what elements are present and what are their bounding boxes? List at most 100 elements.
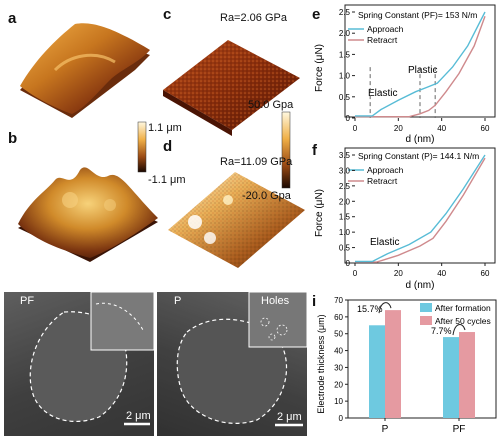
chart-e-plastic-label: Plastic [408, 65, 437, 76]
chart-f-ytick-label: 1.5 [339, 213, 351, 222]
legend-swatch-cycles [420, 316, 432, 325]
afm-height-map-b [18, 167, 158, 262]
ra-value-d: Ra=11.09 GPa [220, 156, 293, 168]
chart-i-frame [347, 299, 497, 419]
chart-f-ytick-label: 0 [346, 259, 351, 268]
chart-f-ytick-label: 1.0 [339, 228, 351, 237]
panel-label-i: i [312, 293, 317, 310]
chart-f-legend: Approach Retracrt [348, 165, 404, 186]
chart-f-spring-constant: Spring Constant (P)= 144.1 N/m [358, 151, 479, 161]
afm-height-map-a [20, 23, 150, 118]
chart-f-legend-retract: Retracrt [367, 176, 398, 186]
panel-label-e: e [312, 6, 321, 23]
chart-f-approach-line [355, 154, 486, 263]
legend-swatch-formation [420, 303, 432, 312]
afm-modulus-map-d [168, 172, 305, 268]
inset-p [248, 292, 307, 348]
chart-i-ytick-label: 50 [334, 330, 343, 339]
legend-after-cycles: After 50 cycles [435, 316, 491, 326]
height-bar-min: -1.1 μm [148, 174, 186, 186]
chart-i-ytick-label: 30 [334, 363, 343, 372]
chart-f-xtick-label: 0 [353, 269, 358, 278]
chart-e-spring-constant: Spring Constant (PF)= 153 N/m [358, 10, 477, 20]
chart-e-retract-line [355, 15, 486, 118]
chart-f-ytick-label: 0.5 [339, 244, 351, 253]
chart-e-legend-retract: Retracrt [367, 35, 398, 45]
bar-p-series-1 [385, 310, 401, 418]
ra-value-c: Ra=2.06 GPa [220, 12, 287, 24]
chart-f-retract-line [355, 157, 486, 263]
chart-i-category-label: PF [453, 424, 466, 435]
chart-i-category-label: P [382, 424, 389, 435]
panel-label-c: c [163, 6, 172, 23]
chart-i-ytick-label: 10 [334, 397, 343, 406]
sem-image-pf: PF 2 μm [4, 292, 154, 436]
chart-f-xtick-label: 40 [437, 269, 446, 278]
chart-e-ytick-label: 1.5 [339, 50, 351, 59]
height-colorbar [137, 121, 147, 173]
chart-i-increase-arrow [378, 302, 392, 314]
sem-label-p: P [174, 295, 182, 307]
chart-e-ylabel: Force (μN) [314, 44, 325, 92]
chart-e-xtick-label: 0 [353, 124, 358, 133]
panel-label-a: a [8, 10, 17, 27]
chart-i-ytick-label: 60 [334, 313, 343, 322]
chart-i-ylabel: Electrode thickness (μm) [316, 314, 326, 413]
chart-i-increase-arrow [452, 324, 466, 336]
chart-i-legend: After formation After 50 cycles [420, 303, 491, 326]
chart-f-ytick-label: 2.5 [339, 182, 351, 191]
afm-surfaces [18, 23, 305, 268]
chart-i-ytick-label: 20 [334, 380, 343, 389]
chart-e-legend-approach: Approach [367, 24, 404, 34]
panel-label-b: b [8, 130, 18, 147]
sem-image-p: P Holes 2 μm [157, 292, 307, 436]
chart-i-percent-annotation: 7.7% [431, 326, 452, 336]
chart-e-xtick-label: 20 [394, 124, 403, 133]
chart-e-ytick-label: 2.0 [339, 29, 351, 38]
chart-e-ytick-label: 2.5 [339, 8, 351, 17]
modulus-bar-max: 50.0 Gpa [248, 99, 294, 111]
chart-e-elastic-label: Elastic [368, 88, 397, 99]
chart-f-ylabel: Force (μN) [314, 189, 325, 237]
chart-e-ytick-label: 1.0 [339, 72, 351, 81]
force-curve-chart-f: Spring Constant (P)= 144.1 N/m Force (μN… [314, 147, 496, 291]
chart-f-ytick-label: 2.0 [339, 197, 351, 206]
scale-label-p: 2 μm [277, 411, 302, 423]
chart-e-ytick-label: 0 [346, 114, 351, 123]
modulus-bar-min: -20.0 Gpa [242, 190, 291, 202]
chart-f-xlabel: d (nm) [406, 280, 435, 291]
inset-pf [90, 292, 154, 351]
modulus-colorbar [281, 111, 291, 189]
chart-f-legend-approach: Approach [367, 165, 404, 175]
chart-e-xtick-label: 40 [437, 124, 446, 133]
electrode-thickness-bar-chart: Electrode thickness (μm) After formation… [316, 296, 497, 435]
chart-i-percent-annotation: 15.7% [357, 304, 383, 314]
chart-f-ytick-label: 3.0 [339, 166, 351, 175]
chart-i-ytick-label: 0 [339, 414, 344, 423]
chart-e-approach-line [355, 11, 486, 117]
chart-i-ytick-label: 70 [334, 296, 343, 305]
chart-f-ytick-label: 3.5 [339, 151, 351, 160]
force-curve-chart-e: Spring Constant (PF)= 153 N/m Force (μN)… [314, 4, 496, 145]
afm-modulus-map-c [163, 40, 300, 136]
chart-f-xtick-label: 20 [394, 269, 403, 278]
panel-label-d: d [163, 138, 173, 155]
chart-e-frame [344, 4, 496, 118]
bar-pf-series-0 [443, 337, 459, 418]
panel-label-f: f [312, 142, 317, 159]
chart-e-legend: Approach Retracrt [348, 24, 404, 45]
bar-pf-series-1 [459, 332, 475, 418]
legend-after-formation: After formation [435, 303, 491, 313]
chart-f-elastic-label: Elastic [370, 237, 399, 248]
bar-p-series-0 [369, 325, 385, 418]
holes-label: Holes [261, 295, 290, 307]
chart-f-frame [344, 147, 496, 264]
chart-e-xlabel: d (nm) [406, 134, 435, 145]
chart-e-ytick-label: 0.5 [339, 93, 351, 102]
height-bar-max: 1.1 μm [148, 122, 182, 134]
chart-f-xtick-label: 60 [481, 269, 490, 278]
sem-label-pf: PF [20, 295, 35, 307]
scale-label-pf: 2 μm [126, 410, 151, 422]
chart-e-xtick-label: 60 [481, 124, 490, 133]
chart-i-ytick-label: 40 [334, 347, 343, 356]
